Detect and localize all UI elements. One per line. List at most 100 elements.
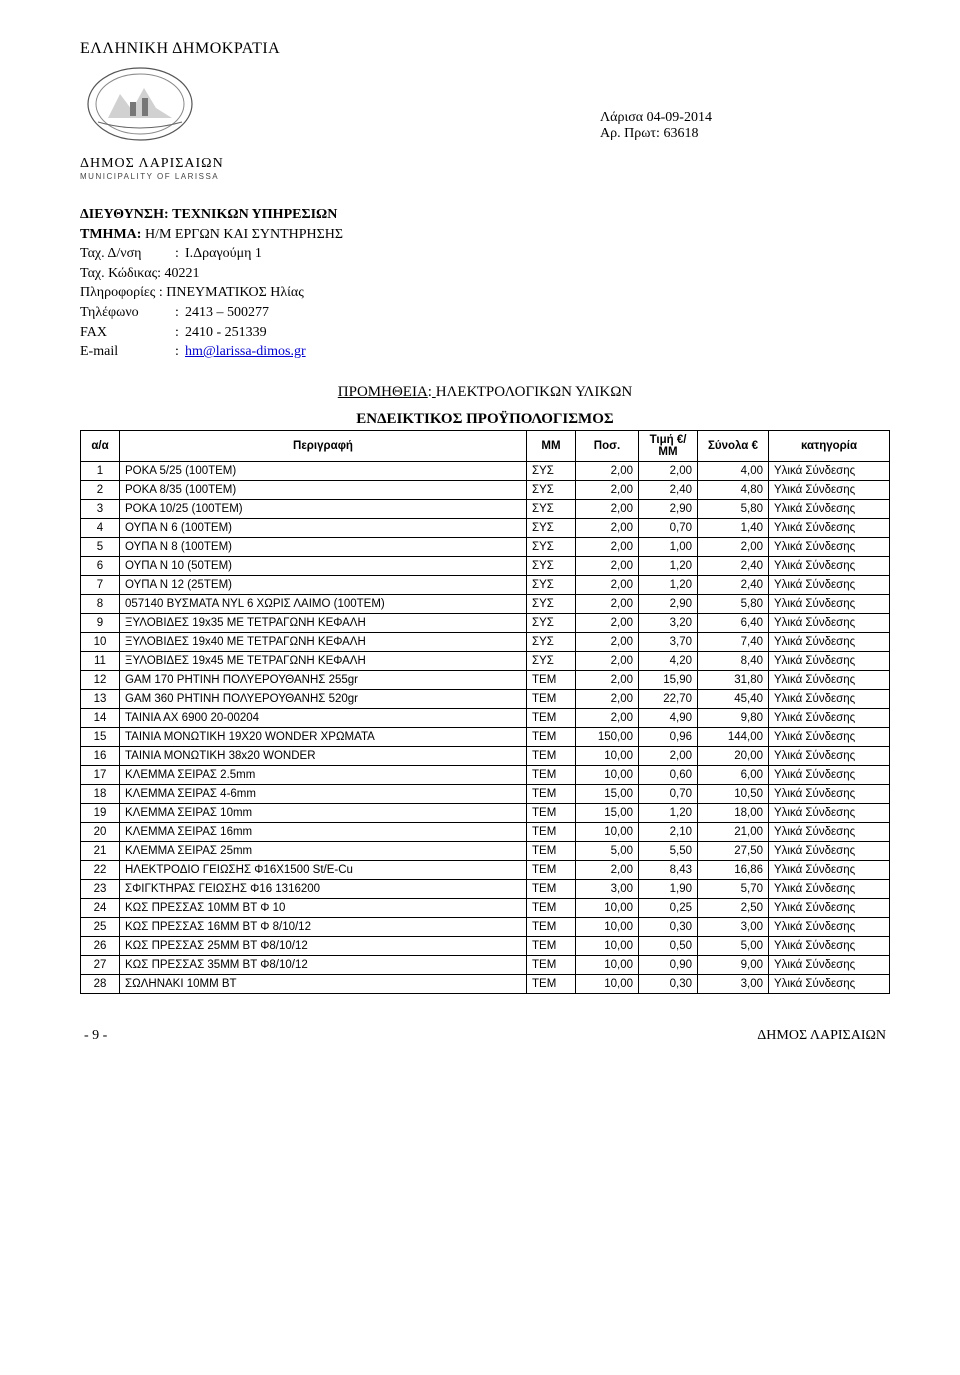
info-label: Πληροφορίες : bbox=[80, 285, 163, 300]
cell-pos: 10,00 bbox=[576, 765, 639, 784]
cell-price: 2,10 bbox=[639, 822, 698, 841]
cell-aa: 13 bbox=[81, 689, 120, 708]
cell-mm: ΤΕΜ bbox=[527, 765, 576, 784]
addr-label: Ταχ. Δ/νση bbox=[80, 244, 175, 264]
cell-cat: Υλικά Σύνδεσης bbox=[769, 689, 890, 708]
cell-mm: ΤΕΜ bbox=[527, 727, 576, 746]
email-link[interactable]: hm@larissa-dimos.gr bbox=[185, 342, 306, 362]
cell-pos: 2,00 bbox=[576, 518, 639, 537]
col-pos: Ποσ. bbox=[576, 430, 639, 461]
cell-price: 0,70 bbox=[639, 518, 698, 537]
procurement-title: ΠΡΟΜΗΘΕΙΑ: ΗΛΕΚΤΡΟΛΟΓΙΚΩΝ ΥΛΙΚΩΝ bbox=[80, 384, 890, 401]
cell-cat: Υλικά Σύνδεσης bbox=[769, 803, 890, 822]
cell-sum: 16,86 bbox=[698, 860, 769, 879]
cell-desc: 057140 ΒΥΣΜΑΤΑ NYL 6 ΧΩΡΙΣ ΛΑΙΜΟ (100ΤΕΜ… bbox=[120, 594, 527, 613]
cell-pos: 2,00 bbox=[576, 537, 639, 556]
table-row: 17ΚΛΕΜΜΑ ΣΕΙΡΑΣ 2.5mmΤΕΜ10,000,606,00Υλι… bbox=[81, 765, 890, 784]
cell-sum: 9,00 bbox=[698, 955, 769, 974]
cell-mm: ΤΕΜ bbox=[527, 670, 576, 689]
cell-desc: ΟΥΠΑ Ν 12 (25ΤΕΜ) bbox=[120, 575, 527, 594]
cell-aa: 16 bbox=[81, 746, 120, 765]
table-row: 2ΡΟΚΑ 8/35 (100ΤΕΜ)ΣΥΣ2,002,404,80Υλικά … bbox=[81, 480, 890, 499]
cell-desc: ΚΩΣ ΠΡΕΣΣΑΣ 16ΜΜ ΒΤ Φ 8/10/12 bbox=[120, 917, 527, 936]
tel-label: Τηλέφωνο bbox=[80, 303, 175, 323]
cell-price: 0,30 bbox=[639, 974, 698, 993]
cell-aa: 5 bbox=[81, 537, 120, 556]
cell-price: 0,90 bbox=[639, 955, 698, 974]
fax-value: 2410 - 251339 bbox=[185, 323, 267, 343]
cell-mm: ΣΥΣ bbox=[527, 556, 576, 575]
cell-sum: 9,80 bbox=[698, 708, 769, 727]
cell-mm: ΤΕΜ bbox=[527, 936, 576, 955]
col-price: Τιμή €/ΜΜ bbox=[639, 430, 698, 461]
cell-cat: Υλικά Σύνδεσης bbox=[769, 841, 890, 860]
cell-pos: 2,00 bbox=[576, 708, 639, 727]
cell-pos: 2,00 bbox=[576, 499, 639, 518]
cell-desc: ΤΑΙΝΙΑ ΜΟΝΩΤΙΚΗ 19Χ20 WONDER ΧΡΩΜΑΤΑ bbox=[120, 727, 527, 746]
cell-aa: 23 bbox=[81, 879, 120, 898]
cell-mm: ΤΕΜ bbox=[527, 974, 576, 993]
addr-value: Ι.Δραγούμη 1 bbox=[185, 244, 262, 264]
cell-sum: 144,00 bbox=[698, 727, 769, 746]
cell-sum: 7,40 bbox=[698, 632, 769, 651]
table-row: 16ΤΑΙΝΙΑ ΜΟΝΩΤΙΚΗ 38x20 WONDERΤΕΜ10,002,… bbox=[81, 746, 890, 765]
cell-pos: 10,00 bbox=[576, 936, 639, 955]
cell-aa: 4 bbox=[81, 518, 120, 537]
table-row: 24ΚΩΣ ΠΡΕΣΣΑΣ 10ΜΜ ΒΤ Φ 10ΤΕΜ10,000,252,… bbox=[81, 898, 890, 917]
table-row: 9ΞΥΛΟΒΙΔΕΣ 19x35 ΜΕ ΤΕΤΡΑΓΩΝΗ ΚΕΦΑΛΗΣΥΣ2… bbox=[81, 613, 890, 632]
cell-mm: ΤΕΜ bbox=[527, 879, 576, 898]
cell-cat: Υλικά Σύνδεσης bbox=[769, 480, 890, 499]
cell-pos: 2,00 bbox=[576, 632, 639, 651]
cell-sum: 4,80 bbox=[698, 480, 769, 499]
cell-mm: ΣΥΣ bbox=[527, 537, 576, 556]
postcode-label: Ταχ. Κώδικας: bbox=[80, 266, 161, 281]
cell-cat: Υλικά Σύνδεσης bbox=[769, 917, 890, 936]
table-row: 11ΞΥΛΟΒΙΔΕΣ 19x45 ΜΕ ΤΕΤΡΑΓΩΝΗ ΚΕΦΑΛΗΣΥΣ… bbox=[81, 651, 890, 670]
cell-desc: ΚΛΕΜΜΑ ΣΕΙΡΑΣ 16mm bbox=[120, 822, 527, 841]
dept-label: ΤΜΗΜΑ: bbox=[80, 227, 141, 242]
page-number: - 9 - bbox=[84, 1028, 107, 1044]
cell-mm: ΤΕΜ bbox=[527, 689, 576, 708]
cell-cat: Υλικά Σύνδεσης bbox=[769, 651, 890, 670]
cell-pos: 10,00 bbox=[576, 955, 639, 974]
cell-desc: GAM 360 ΡΗΤΙΝΗ ΠΟΛΥΕΡΟΥΘΑΝΗΣ 520gr bbox=[120, 689, 527, 708]
cell-sum: 2,40 bbox=[698, 575, 769, 594]
cell-cat: Υλικά Σύνδεσης bbox=[769, 537, 890, 556]
cell-sum: 18,00 bbox=[698, 803, 769, 822]
cell-aa: 20 bbox=[81, 822, 120, 841]
cell-cat: Υλικά Σύνδεσης bbox=[769, 708, 890, 727]
cell-price: 0,25 bbox=[639, 898, 698, 917]
table-row: 27ΚΩΣ ΠΡΕΣΣΑΣ 35ΜΜ ΒΤ Φ8/10/12ΤΕΜ10,000,… bbox=[81, 955, 890, 974]
cell-desc: GAM 170 ΡΗΤΙΝΗ ΠΟΛΥΕΡΟΥΘΑΝΗΣ 255gr bbox=[120, 670, 527, 689]
crest-icon bbox=[80, 62, 200, 152]
cell-sum: 3,00 bbox=[698, 917, 769, 936]
cell-aa: 18 bbox=[81, 784, 120, 803]
cell-price: 2,90 bbox=[639, 594, 698, 613]
table-row: 1ΡΟΚΑ 5/25 (100ΤΕΜ)ΣΥΣ2,002,004,00Υλικά … bbox=[81, 461, 890, 480]
cell-sum: 6,40 bbox=[698, 613, 769, 632]
cell-price: 2,40 bbox=[639, 480, 698, 499]
cell-desc: ΞΥΛΟΒΙΔΕΣ 19x40 ΜΕ ΤΕΤΡΑΓΩΝΗ ΚΕΦΑΛΗ bbox=[120, 632, 527, 651]
cell-pos: 2,00 bbox=[576, 594, 639, 613]
cell-price: 22,70 bbox=[639, 689, 698, 708]
direction-value: ΤΕΧΝΙΚΩΝ ΥΠΗΡΕΣΙΩΝ bbox=[172, 207, 337, 222]
cell-aa: 22 bbox=[81, 860, 120, 879]
table-row: 5ΟΥΠΑ Ν 8 (100ΤΕΜ)ΣΥΣ2,001,002,00Υλικά Σ… bbox=[81, 537, 890, 556]
cell-sum: 20,00 bbox=[698, 746, 769, 765]
postcode-value: 40221 bbox=[165, 266, 200, 281]
table-row: 18ΚΛΕΜΜΑ ΣΕΙΡΑΣ 4-6mmΤΕΜ15,000,7010,50Υλ… bbox=[81, 784, 890, 803]
footer-org: ΔΗΜΟΣ ΛΑΡΙΣΑΙΩΝ bbox=[757, 1028, 886, 1044]
cell-price: 1,20 bbox=[639, 556, 698, 575]
procurement-value: ΗΛΕΚΤΡΟΛΟΓΙΚΩΝ ΥΛΙΚΩΝ bbox=[436, 384, 633, 401]
cell-pos: 10,00 bbox=[576, 746, 639, 765]
table-header-row: α/α Περιγραφή ΜΜ Ποσ. Τιμή €/ΜΜ Σύνολα €… bbox=[81, 430, 890, 461]
table-row: 10ΞΥΛΟΒΙΔΕΣ 19x40 ΜΕ ΤΕΤΡΑΓΩΝΗ ΚΕΦΑΛΗΣΥΣ… bbox=[81, 632, 890, 651]
cell-cat: Υλικά Σύνδεσης bbox=[769, 632, 890, 651]
cell-aa: 9 bbox=[81, 613, 120, 632]
cell-aa: 21 bbox=[81, 841, 120, 860]
cell-aa: 15 bbox=[81, 727, 120, 746]
cell-desc: ΟΥΠΑ Ν 8 (100ΤΕΜ) bbox=[120, 537, 527, 556]
cell-mm: ΣΥΣ bbox=[527, 461, 576, 480]
direction-label: ΔΙΕΥΘΥΝΣΗ bbox=[80, 207, 164, 222]
cell-mm: ΤΕΜ bbox=[527, 898, 576, 917]
